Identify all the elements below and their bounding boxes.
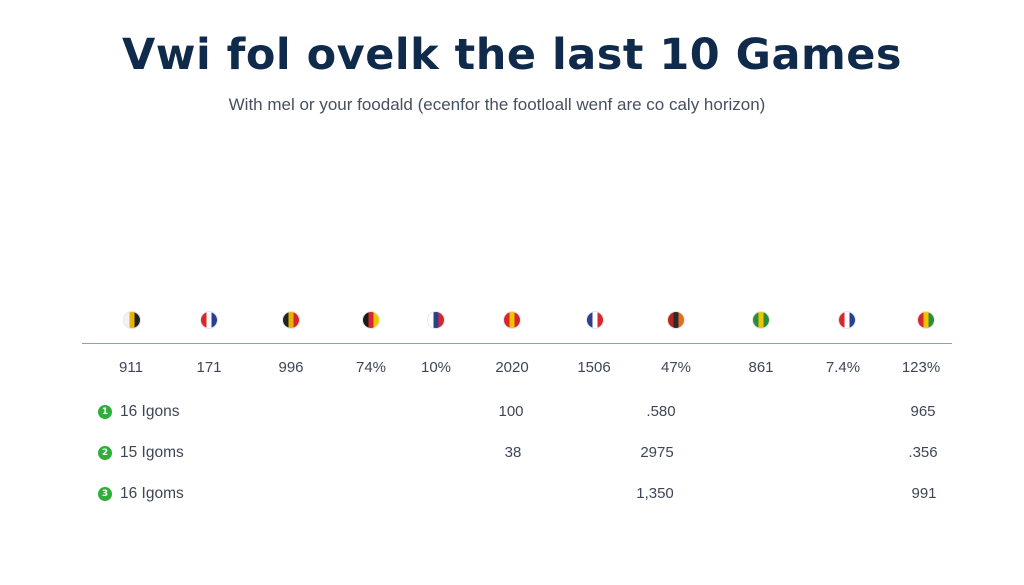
legend-value: 100 — [498, 403, 524, 420]
flag-4-icon — [363, 312, 379, 328]
legend-row: 1 16 Igons 100 .580 965 — [0, 402, 1024, 422]
flag-5-icon — [428, 312, 444, 328]
page-subtitle: With mel or your foodald (ecenfor the fo… — [228, 95, 766, 114]
stats-row: 911 171 996 74% 10% 2020 1506 47% 861 7.… — [0, 358, 1024, 378]
flag-2-icon — [201, 312, 217, 328]
stat-value: 861 — [748, 359, 774, 376]
legend-value: 38 — [504, 444, 522, 461]
stat-value: 2020 — [495, 359, 529, 376]
legend-value: 1,350 — [636, 485, 674, 502]
rank-badge: 2 — [98, 446, 112, 460]
flag-1-icon — [124, 312, 140, 328]
rank-badge: 1 — [98, 405, 112, 419]
flag-11-icon — [918, 312, 934, 328]
stat-value: 47% — [660, 359, 692, 376]
legend-label: 15 Igoms — [120, 444, 184, 461]
stat-value: 911 — [119, 359, 143, 376]
stat-value: 10% — [420, 359, 452, 376]
stat-value: 74% — [355, 359, 387, 376]
stat-value: 996 — [278, 359, 304, 376]
flag-7-icon — [587, 312, 603, 328]
stat-value: 1506 — [577, 359, 611, 376]
stat-value: 171 — [196, 359, 222, 376]
legend-row: 2 15 Igoms 38 2975 .356 — [0, 443, 1024, 463]
flag-6-icon — [504, 312, 520, 328]
legend-value: .356 — [908, 444, 938, 461]
team-flag-row — [0, 312, 1024, 332]
rank-badge: 3 — [98, 487, 112, 501]
flag-3-icon — [283, 312, 299, 328]
legend-value: 965 — [910, 403, 936, 420]
stat-value: 123% — [901, 359, 941, 376]
header-divider — [82, 343, 952, 344]
flag-8-icon — [668, 312, 684, 328]
legend-value: 2975 — [640, 444, 674, 461]
legend-label: 16 Igons — [120, 403, 180, 420]
legend-value: .580 — [646, 403, 676, 420]
legend-row: 3 16 Igoms 1,350 991 — [0, 484, 1024, 504]
legend-value: 991 — [911, 485, 937, 502]
flag-10-icon — [839, 312, 855, 328]
page-title: Vwi fol ovelk the last 10 Games — [121, 30, 903, 80]
stat-value: 7.4% — [825, 359, 861, 376]
legend-label: 16 Igoms — [120, 485, 184, 502]
flag-9-icon — [753, 312, 769, 328]
